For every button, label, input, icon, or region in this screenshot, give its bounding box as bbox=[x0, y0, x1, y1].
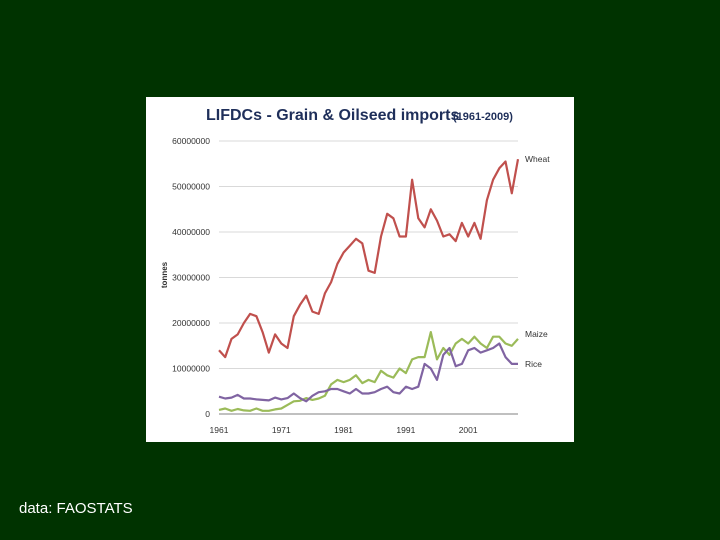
series-layer bbox=[218, 159, 520, 412]
y-tick-label: 10000000 bbox=[172, 364, 210, 374]
x-tick-label: 1991 bbox=[396, 425, 415, 435]
x-tick-label: 1981 bbox=[334, 425, 353, 435]
y-tick-label: 60000000 bbox=[172, 136, 210, 146]
y-tick-label: 50000000 bbox=[172, 182, 210, 192]
x-tick-label: 1961 bbox=[210, 425, 229, 435]
legend-label-maize: Maize bbox=[525, 329, 548, 339]
x-tick-label: 2001 bbox=[459, 425, 478, 435]
y-tick-label: 30000000 bbox=[172, 273, 210, 283]
chart-title: LIFDCs - Grain & Oilseed imports bbox=[206, 107, 459, 124]
series-line-maize bbox=[218, 331, 519, 412]
legend-label-rice: Rice bbox=[525, 359, 542, 369]
grid-layer bbox=[219, 140, 518, 415]
tick-layer: 0 10000000 20000000 30000000 40000000 5000000… bbox=[172, 136, 478, 435]
y-tick-label: 40000000 bbox=[172, 227, 210, 237]
x-tick-label: 1971 bbox=[272, 425, 291, 435]
chart-subtitle: (1961-2009) bbox=[453, 111, 513, 123]
legend-layer: Wheat Maize Rice bbox=[525, 154, 550, 369]
y-axis-label: tonnes bbox=[160, 261, 169, 288]
legend-label-wheat: Wheat bbox=[525, 154, 550, 164]
series-line-rice bbox=[218, 342, 518, 403]
source-caption: data: FAOSTATS bbox=[19, 500, 133, 517]
y-tick-label: 20000000 bbox=[172, 318, 210, 328]
y-tick-label: 0 bbox=[205, 409, 210, 419]
line-chart: LIFDCs - Grain & Oilseed imports (1961-2… bbox=[160, 107, 550, 435]
series-line-wheat bbox=[218, 159, 520, 359]
chart-card: LIFDCs - Grain & Oilseed imports (1961-2… bbox=[146, 97, 574, 442]
